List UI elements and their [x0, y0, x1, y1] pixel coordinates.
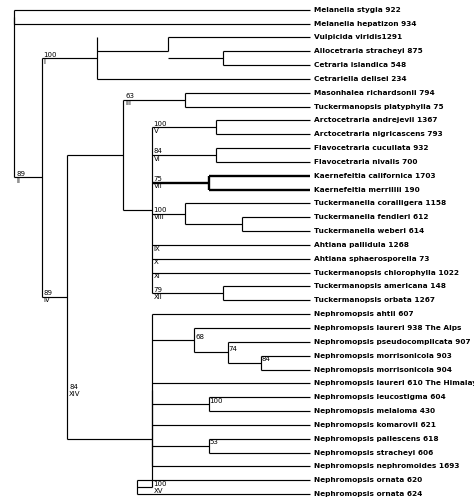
Text: 53: 53 — [210, 439, 219, 445]
Text: Tuckermanopsis platyphylla 75: Tuckermanopsis platyphylla 75 — [314, 104, 444, 110]
Text: Tuckermanopsis americana 148: Tuckermanopsis americana 148 — [314, 284, 446, 290]
Text: XV: XV — [154, 487, 163, 493]
Text: Tuckermanella weberi 614: Tuckermanella weberi 614 — [314, 228, 425, 234]
Text: 100: 100 — [154, 207, 167, 213]
Text: Nephromopsis komarovii 621: Nephromopsis komarovii 621 — [314, 422, 436, 428]
Text: IX: IX — [154, 245, 160, 252]
Text: Nephromopsis ahtii 607: Nephromopsis ahtii 607 — [314, 311, 414, 317]
Text: 84: 84 — [69, 384, 78, 390]
Text: VIII: VIII — [154, 214, 164, 220]
Text: 100: 100 — [154, 121, 167, 127]
Text: Arctocetraria nigricascens 793: Arctocetraria nigricascens 793 — [314, 131, 443, 137]
Text: Ahtiana pallidula 1268: Ahtiana pallidula 1268 — [314, 242, 409, 248]
Text: Cetraria islandica 548: Cetraria islandica 548 — [314, 62, 407, 68]
Text: II: II — [16, 178, 20, 184]
Text: Flavocetraria cucullata 932: Flavocetraria cucullata 932 — [314, 145, 429, 151]
Text: XIV: XIV — [69, 391, 81, 397]
Text: Nephromopsis pallescens 618: Nephromopsis pallescens 618 — [314, 436, 439, 442]
Text: 68: 68 — [195, 334, 204, 340]
Text: Kaernefeltia merrillii 190: Kaernefeltia merrillii 190 — [314, 186, 420, 192]
Text: Vulpicida viridis1291: Vulpicida viridis1291 — [314, 35, 402, 41]
Text: 100: 100 — [154, 480, 167, 486]
Text: 89: 89 — [16, 171, 25, 177]
Text: Nephromopsis laureri 938 The Alps: Nephromopsis laureri 938 The Alps — [314, 325, 462, 331]
Text: Nephromopsis stracheyi 606: Nephromopsis stracheyi 606 — [314, 449, 434, 455]
Text: Arctocetraria andrejevii 1367: Arctocetraria andrejevii 1367 — [314, 117, 438, 123]
Text: Nephromopsis morrisonicola 903: Nephromopsis morrisonicola 903 — [314, 353, 452, 359]
Text: 100: 100 — [44, 52, 57, 58]
Text: 100: 100 — [210, 398, 223, 404]
Text: Nephromopsis pseudocomplicata 907: Nephromopsis pseudocomplicata 907 — [314, 339, 471, 345]
Text: Ahtiana sphaerosporella 73: Ahtiana sphaerosporella 73 — [314, 256, 429, 262]
Text: Allocetraria stracheyi 875: Allocetraria stracheyi 875 — [314, 48, 423, 54]
Text: 79: 79 — [154, 287, 163, 293]
Text: 63: 63 — [125, 93, 134, 99]
Text: Tuckermanopsis chlorophylla 1022: Tuckermanopsis chlorophylla 1022 — [314, 270, 459, 276]
Text: Melanelia hepatizon 934: Melanelia hepatizon 934 — [314, 21, 417, 27]
Text: X: X — [154, 260, 158, 266]
Text: 84: 84 — [154, 148, 163, 154]
Text: Tuckermanella fendleri 612: Tuckermanella fendleri 612 — [314, 214, 429, 220]
Text: Tuckermanopsis orbata 1267: Tuckermanopsis orbata 1267 — [314, 297, 435, 303]
Text: Nephromopsis leucostigma 604: Nephromopsis leucostigma 604 — [314, 394, 446, 400]
Text: Kaernefeltia californica 1703: Kaernefeltia californica 1703 — [314, 173, 436, 179]
Text: 89: 89 — [44, 290, 53, 296]
Text: Tuckermanella coralligera 1158: Tuckermanella coralligera 1158 — [314, 200, 447, 206]
Text: Cetrariella delisei 234: Cetrariella delisei 234 — [314, 76, 407, 82]
Text: III: III — [125, 100, 131, 106]
Text: Nephromopsis laureri 610 The Himalayas: Nephromopsis laureri 610 The Himalayas — [314, 380, 474, 386]
Text: 75: 75 — [154, 176, 163, 182]
Text: 84: 84 — [262, 356, 271, 362]
Text: Nephromopsis melaloma 430: Nephromopsis melaloma 430 — [314, 408, 436, 414]
Text: VII: VII — [154, 183, 162, 189]
Text: IV: IV — [44, 298, 50, 304]
Text: Nephromopsis ornata 624: Nephromopsis ornata 624 — [314, 491, 423, 497]
Text: I: I — [44, 59, 46, 65]
Text: VI: VI — [154, 155, 160, 161]
Text: Nephromopsis morrisonicola 904: Nephromopsis morrisonicola 904 — [314, 367, 452, 373]
Text: XI: XI — [154, 273, 160, 279]
Text: Flavocetraria nivalis 700: Flavocetraria nivalis 700 — [314, 159, 418, 165]
Text: 74: 74 — [228, 346, 237, 352]
Text: V: V — [154, 128, 158, 134]
Text: Masonhalea richardsonii 794: Masonhalea richardsonii 794 — [314, 90, 435, 96]
Text: XII: XII — [154, 294, 162, 300]
Text: Nephromopsis nephromoides 1693: Nephromopsis nephromoides 1693 — [314, 463, 460, 469]
Text: Nephromopsis ornata 620: Nephromopsis ornata 620 — [314, 477, 422, 483]
Text: Melanelia stygia 922: Melanelia stygia 922 — [314, 7, 401, 13]
